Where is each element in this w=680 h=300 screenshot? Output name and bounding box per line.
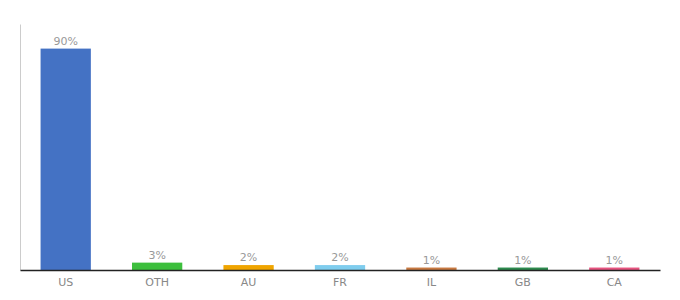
data-label: 1% [514, 254, 531, 267]
x-tick-label: FR [333, 276, 347, 289]
x-tick: IL [427, 276, 437, 289]
data-label: 1% [423, 254, 440, 267]
x-tick-label: IL [427, 276, 437, 289]
bar [498, 268, 548, 270]
bar [406, 268, 456, 270]
plot-area: US OTH AU FR IL GB CA 90% 3% 2% 2% 1% 1% 1% [21, 25, 661, 289]
x-axis: US OTH AU FR IL GB CA [21, 271, 661, 289]
bars [41, 49, 640, 270]
y-axis [20, 25, 21, 271]
x-tick-label: OTH [145, 276, 169, 289]
bar [589, 268, 639, 270]
data-labels: 90% 3% 2% 2% 1% 1% 1% [53, 35, 623, 267]
x-tick-label: AU [241, 276, 257, 289]
data-label: 2% [331, 251, 348, 264]
x-tick: OTH [145, 276, 169, 289]
x-tick: AU [241, 276, 257, 289]
bar [223, 265, 273, 270]
data-label: 3% [148, 249, 165, 262]
bar [132, 263, 182, 270]
x-tick-label: GB [515, 276, 531, 289]
x-tick: GB [515, 276, 531, 289]
x-tick: CA [607, 276, 623, 289]
data-label: 2% [240, 251, 257, 264]
data-label: 1% [606, 254, 623, 267]
x-tick: US [58, 276, 73, 289]
bar [315, 265, 365, 270]
chart-container: US OTH AU FR IL GB CA 90% 3% 2% 2% 1% 1% 1% [0, 0, 680, 300]
x-tick-label: CA [607, 276, 623, 289]
x-tick: FR [333, 276, 347, 289]
x-axis-line [21, 270, 661, 272]
chart-svg: US OTH AU FR IL GB CA 90% 3% 2% 2% 1% 1% 1% [0, 0, 680, 300]
data-label: 90% [53, 35, 77, 48]
x-tick-label: US [58, 276, 73, 289]
y-axis-line [20, 25, 21, 271]
bar [41, 49, 91, 270]
